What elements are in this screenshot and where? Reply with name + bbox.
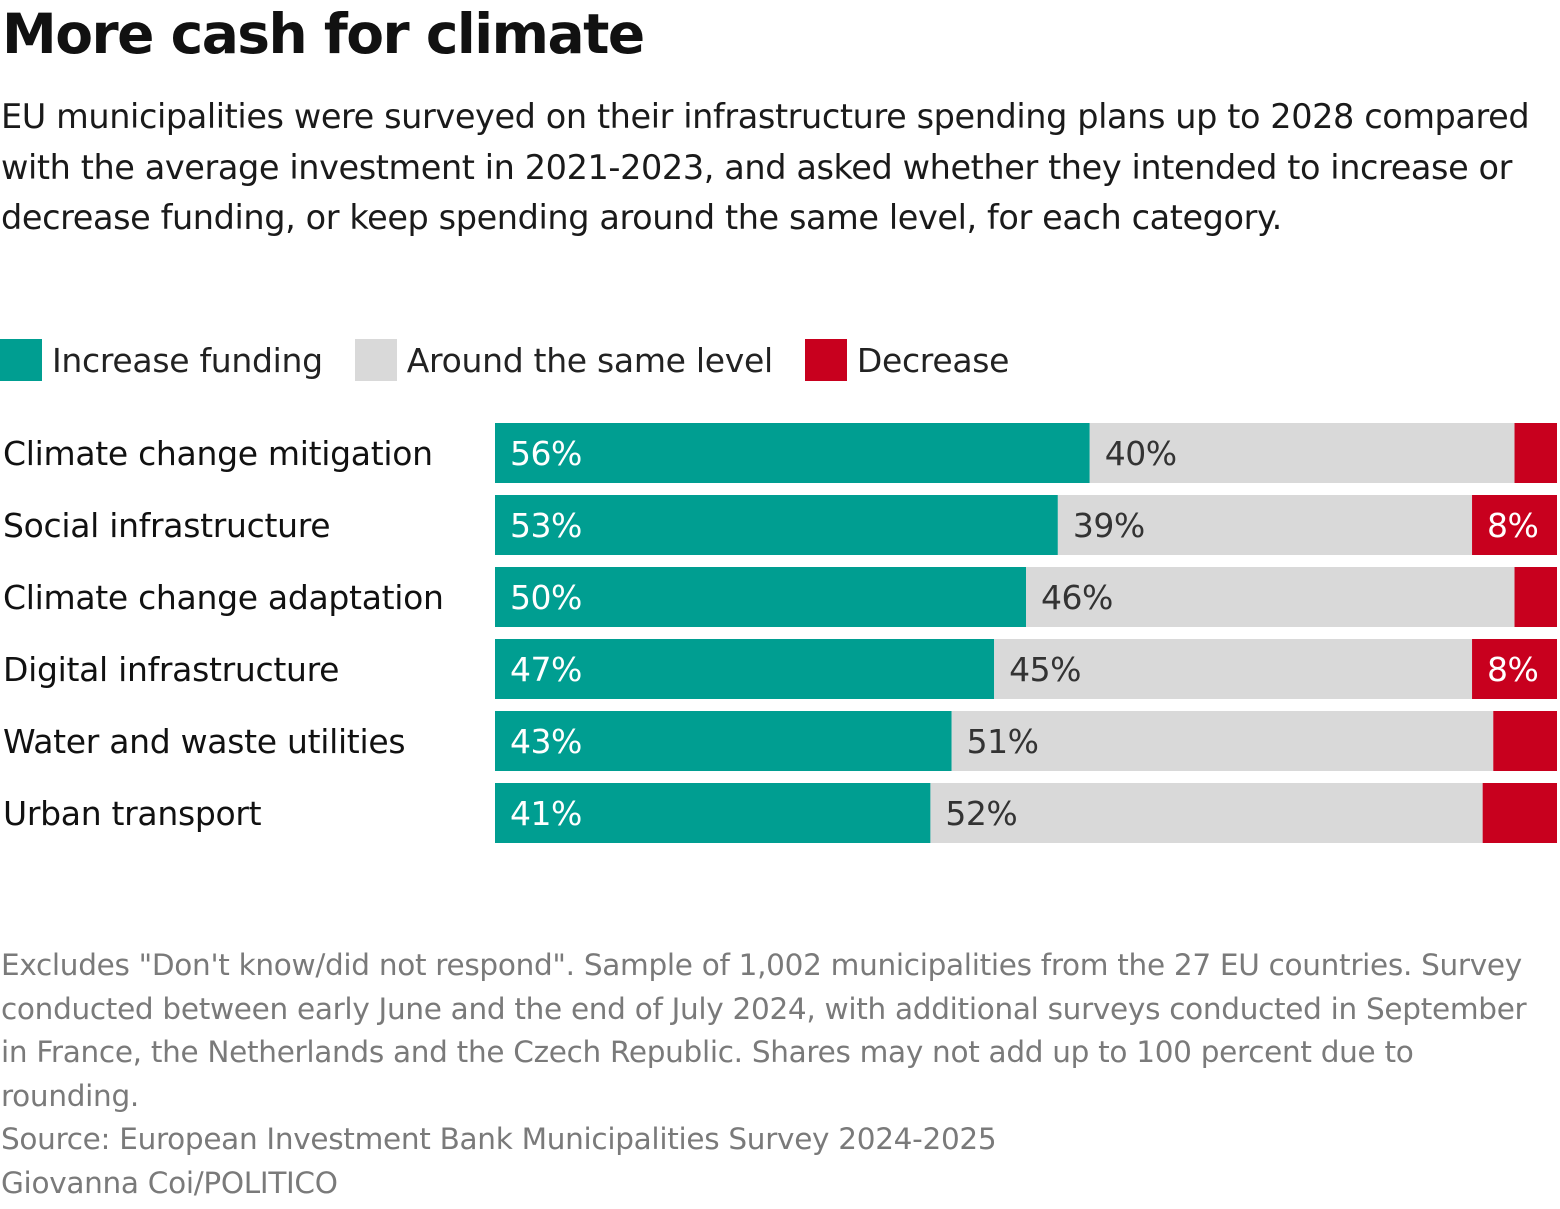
bar-segment (495, 711, 952, 771)
bar-segment (1472, 495, 1557, 555)
bar-segment (951, 711, 1494, 771)
data-label: 41% (510, 794, 582, 833)
bar-segment (1057, 495, 1473, 555)
category-label: Social infrastructure (3, 506, 330, 545)
data-label: 45% (1009, 650, 1081, 689)
category-label: Climate change adaptation (3, 578, 444, 617)
chart-subtitle: EU municipalities were surveyed on their… (1, 97, 1530, 237)
legend-label-decrease: Decrease (856, 340, 1010, 380)
legend-label-same: Around the same level (406, 340, 773, 380)
data-label: 8% (1487, 506, 1538, 545)
bar-segment (495, 783, 931, 843)
category-label: Urban transport (3, 794, 262, 833)
bar-segment (1514, 423, 1557, 483)
chart-credit: Giovanna Coi/POLITICO (1, 1166, 338, 1200)
data-label: 50% (510, 578, 582, 617)
bar-segment (994, 639, 1473, 699)
data-label: 39% (1073, 506, 1145, 545)
bar-segment (1482, 783, 1557, 843)
legend-item-increase: Increase funding (0, 339, 323, 381)
bar-segment (1026, 567, 1515, 627)
bar-segment (1493, 711, 1557, 771)
bar-segment (930, 783, 1483, 843)
chart-title: More cash for climate (2, 2, 645, 66)
stacked-bar-chart: Climate change mitigation 56% 40% Social in… (3, 423, 1557, 843)
category-label: Climate change mitigation (3, 434, 433, 473)
legend-swatch-same (354, 339, 397, 381)
legend-item-same: Around the same level (354, 339, 773, 381)
chart-notes: Excludes "Don't know/did not respond". S… (1, 948, 1527, 1113)
legend-swatch-increase (0, 339, 42, 381)
category-label: Digital infrastructure (3, 650, 339, 689)
bar-segment (495, 567, 1026, 627)
data-label: 47% (510, 650, 582, 689)
data-label: 52% (945, 794, 1017, 833)
data-label: 46% (1041, 578, 1113, 617)
legend-item-decrease: Decrease (804, 339, 1010, 381)
legend: Increase funding Around the same level D… (0, 338, 1041, 382)
bar-segment (1472, 639, 1557, 699)
bar-segment (1514, 567, 1557, 627)
data-label: 43% (510, 722, 582, 761)
bar-segment (495, 495, 1058, 555)
bar-segment (1089, 423, 1515, 483)
bar-segment (495, 423, 1090, 483)
bar-segment (495, 639, 995, 699)
category-label: Water and waste utilities (3, 722, 405, 761)
chart-source: Source: European Investment Bank Municip… (1, 1122, 997, 1156)
data-label: 53% (510, 506, 582, 545)
data-label: 56% (510, 434, 582, 473)
legend-label-increase: Increase funding (52, 340, 323, 380)
legend-swatch-decrease (804, 339, 847, 381)
data-label: 40% (1105, 434, 1177, 473)
data-label: 8% (1487, 650, 1538, 689)
data-label: 51% (967, 722, 1039, 761)
